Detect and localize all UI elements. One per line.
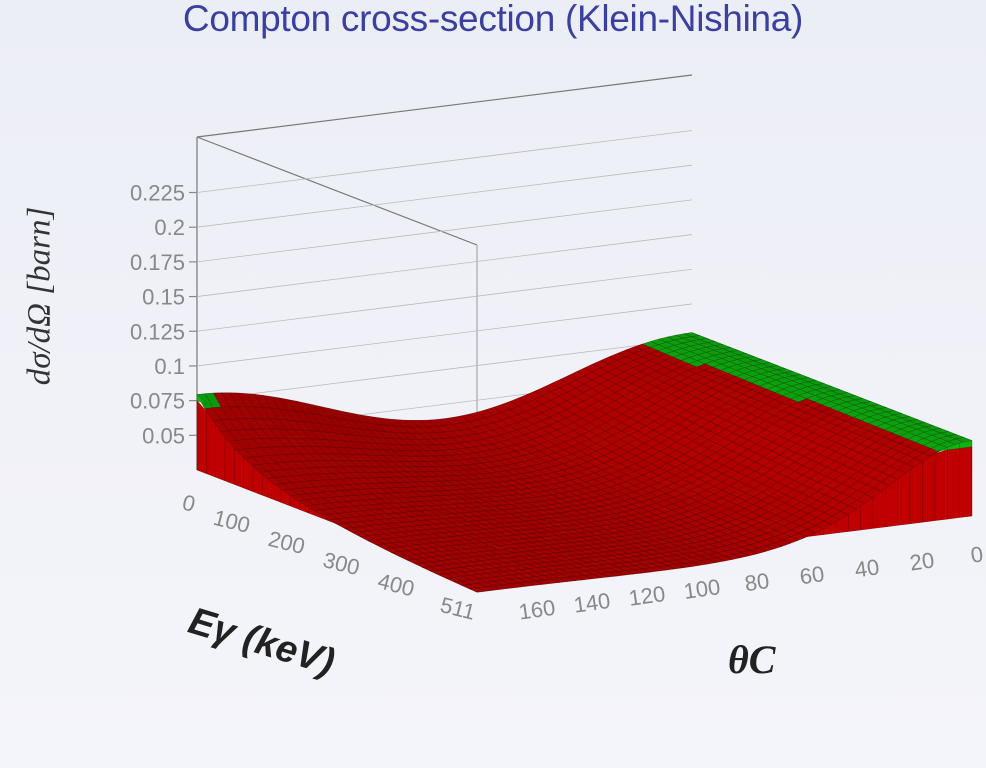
front-wall-angle [959,440,973,449]
z-tick-label: 0.15 [142,285,185,310]
gridline [196,199,693,263]
y-axis-label: θC [728,637,776,682]
z-tick-label: 0.05 [142,423,185,448]
y-tick-label: 0 [969,541,985,567]
z-tick-label: 0.175 [130,250,185,275]
gridline [196,268,693,332]
x-tick-label: 0 [180,490,198,517]
x-tick-label: 100 [211,505,253,538]
x-tick-label: 200 [266,526,308,559]
y-tick-label: 100 [682,574,722,604]
y-tick-label: 120 [627,581,667,611]
plot-frame [196,74,693,578]
gridline [196,303,693,367]
y-tick-label: 160 [517,595,557,625]
gridline [196,338,693,402]
chart-title: Compton cross-section (Klein-Nishina) [182,0,804,39]
front-wall-energy [327,518,338,525]
front-wall-angle [947,447,960,520]
y-tick-label: 20 [908,547,936,575]
z-tick-label: 0.125 [130,319,185,344]
z-tick-label: 0.075 [130,389,185,414]
surface-sides [196,394,973,538]
front-wall-angle [934,449,948,521]
front-wall-angle [959,446,973,518]
gridline [196,130,693,193]
y-axis-ticks: 160 140 120 100 80 60 40 20 0 [517,541,985,624]
gridline [196,164,693,228]
y-tick-label: 40 [853,554,881,582]
z-tick-label: 0.225 [130,181,185,206]
x-tick-label: 400 [375,568,417,601]
gridline [196,234,693,297]
front-wall-angle [922,453,936,523]
z-axis-ticks: 0.05 0.075 0.1 0.125 0.15 0.175 0.2 0.225 [130,181,197,448]
frame-edge [196,74,693,138]
front-wall-energy [196,394,207,405]
x-tick-label: 300 [321,547,363,580]
front-wall-angle [909,461,923,525]
front-wall-energy [196,400,207,474]
y-tick-label: 140 [572,588,612,618]
z-tick-label: 0.2 [154,215,185,240]
z-tick-label: 0.1 [154,354,185,379]
surface-mesh [196,332,973,593]
y-tick-label: 80 [743,568,771,596]
front-wall-angle [897,469,911,526]
y-tick-label: 60 [798,561,826,589]
x-tick-label: 511 [438,592,478,625]
frame-edge [196,136,478,246]
